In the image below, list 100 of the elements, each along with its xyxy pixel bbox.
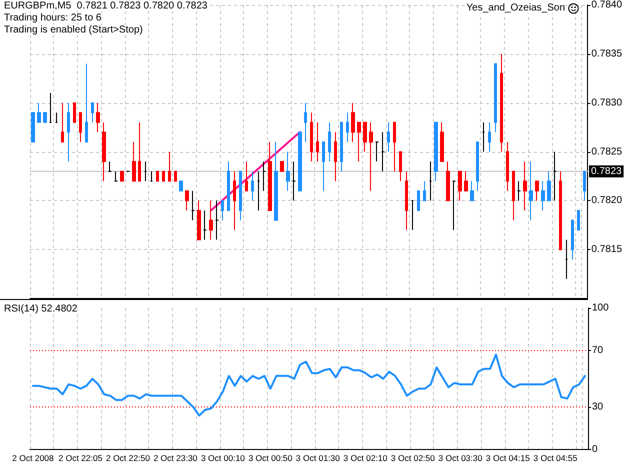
- candlestick: [369, 122, 373, 192]
- candlestick: [517, 180, 521, 202]
- chart-title: EURGBPm,M5 0.7821 0.7823 0.7820 0.7823: [4, 0, 208, 12]
- candlestick: [494, 63, 497, 133]
- candlestick: [239, 170, 242, 221]
- candlestick: [393, 122, 396, 172]
- candlestick: [233, 170, 236, 231]
- candlestick: [405, 170, 408, 231]
- x-tick-label: 2 Oct 22:50: [106, 453, 150, 463]
- candlestick: [411, 200, 414, 231]
- candlestick: [340, 122, 343, 172]
- candlestick: [357, 122, 361, 162]
- annotation: Trading is enabled (Start>Stop): [4, 24, 143, 36]
- candlestick: [91, 102, 94, 123]
- candlestick: [310, 112, 313, 162]
- candlestick: [452, 180, 456, 231]
- candlestick: [363, 122, 367, 152]
- candlestick: [346, 112, 349, 142]
- candlestick: [571, 220, 574, 260]
- x-tick-label: 2 Oct 2008: [12, 453, 54, 463]
- x-tick-label: 2 Oct 23:30: [153, 453, 198, 463]
- candlestick: [523, 161, 527, 211]
- y-tick-label: 30: [592, 402, 604, 413]
- x-tick-label: 3 Oct 01:30: [296, 453, 340, 463]
- y-tick-label: 100: [592, 302, 610, 314]
- candlestick: [43, 112, 47, 123]
- candlestick: [482, 122, 485, 152]
- candlestick: [464, 170, 468, 192]
- candlestick: [179, 180, 183, 192]
- candlestick: [138, 122, 141, 182]
- candlestick: [197, 200, 201, 240]
- candlestick: [535, 180, 539, 202]
- candlestick: [221, 200, 224, 221]
- candlestick: [583, 170, 586, 202]
- candlestick: [61, 102, 64, 142]
- candlestick: [191, 190, 195, 221]
- candlestick: [577, 210, 580, 231]
- candlestick: [150, 170, 153, 182]
- candlestick: [185, 190, 189, 211]
- candlestick: [102, 122, 106, 182]
- candlestick: [440, 122, 444, 162]
- candlestick: [500, 53, 503, 152]
- candlestick: [67, 102, 70, 162]
- candlestick: [168, 151, 171, 182]
- y-tick-label: 0: [592, 444, 598, 455]
- candlestick: [174, 170, 177, 182]
- y-tick-label: 70: [592, 344, 604, 356]
- candlestick: [429, 161, 432, 202]
- candlestick: [470, 180, 474, 202]
- candlestick: [529, 161, 533, 221]
- candlestick: [512, 170, 515, 221]
- y-tick-label: 0.7825: [591, 146, 622, 158]
- candlestick: [541, 180, 545, 211]
- annotation: Trading hours: 25 to 6: [4, 12, 102, 24]
- line-series: [32, 354, 586, 417]
- candlestick: [257, 170, 260, 211]
- x-tick-label: 2 Oct 22:05: [58, 453, 103, 463]
- candlestick: [399, 151, 402, 182]
- candlestick: [506, 141, 509, 192]
- y-tick-label: 0.7815: [591, 244, 622, 256]
- candlestick: [156, 170, 159, 182]
- chart-title: RSI(14) 52.4802: [4, 304, 78, 314]
- candlestick: [381, 132, 385, 172]
- candlestick: [423, 180, 426, 202]
- candlestick: [245, 161, 248, 192]
- candlestick: [488, 122, 491, 152]
- candlestick: [434, 122, 438, 182]
- candlestick: [280, 161, 284, 172]
- candlestick: [351, 102, 355, 142]
- candlestick: [304, 102, 307, 142]
- y-tick-label: 0.7830: [591, 97, 622, 108]
- candlestick: [476, 141, 479, 192]
- candlestick: [203, 210, 207, 240]
- candlestick: [565, 239, 568, 280]
- candlestick: [162, 170, 165, 182]
- x-tick-label: 3 Oct 04:15: [486, 453, 530, 463]
- candlestick: [286, 151, 290, 192]
- candlestick: [274, 141, 278, 221]
- candlestick: [292, 161, 296, 202]
- y-tick-label: 0.7835: [591, 48, 622, 60]
- annotation: Yes_and_Ozeias_Son: [466, 2, 566, 14]
- x-tick-label: 3 Oct 02:10: [343, 453, 388, 463]
- x-tick-label: 3 Oct 04:55: [533, 453, 578, 463]
- candlestick: [120, 170, 124, 182]
- candlestick: [209, 200, 213, 240]
- candlestick: [553, 151, 557, 202]
- candlestick: [132, 141, 136, 182]
- candlestick: [298, 132, 302, 192]
- candlestick: [322, 141, 325, 192]
- x-tick-label: 3 Oct 00:50: [248, 453, 293, 463]
- y-tick-label: 0.7840: [591, 0, 622, 10]
- candlestick: [55, 112, 58, 123]
- candlestick: [316, 122, 319, 162]
- candlestick: [114, 170, 118, 182]
- candlestick: [334, 132, 337, 182]
- candlestick: [144, 161, 147, 182]
- candlestick: [79, 112, 82, 142]
- candlestick: [96, 102, 100, 133]
- candlestick: [31, 112, 35, 142]
- ref-line-label: 0.7823: [591, 166, 622, 177]
